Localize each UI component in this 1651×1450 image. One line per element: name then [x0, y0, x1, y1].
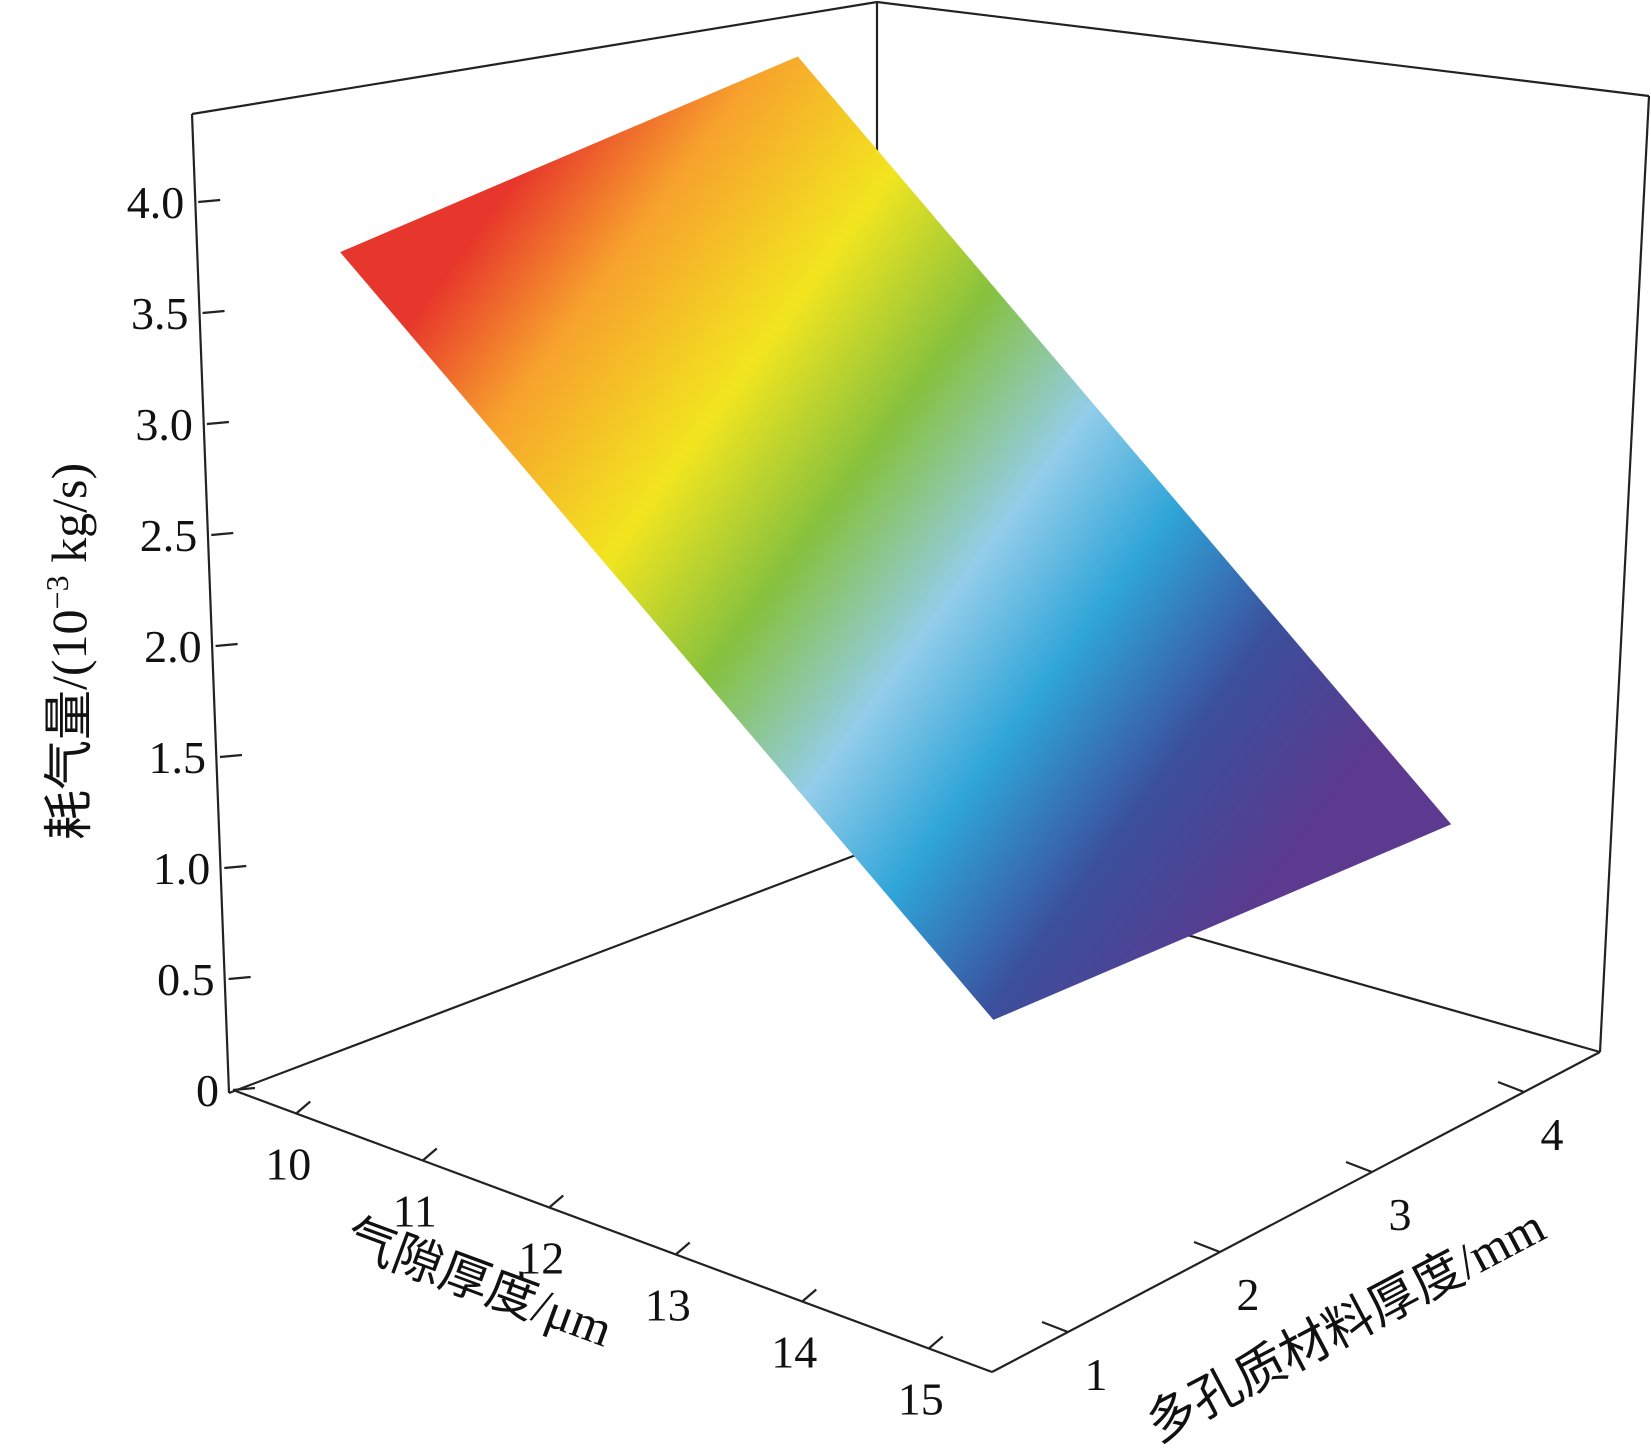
x-tick-label: 11: [393, 1186, 437, 1237]
z-tick-label: 2.5: [140, 510, 198, 561]
z-axis-ticks: 0 0.5 1.0 1.5 2.0 2.5 3.0 3.5 4.0: [127, 177, 256, 1116]
y-tick-mark: [1041, 1320, 1069, 1334]
y-tick-label: 4: [1541, 1109, 1564, 1160]
right-vertical: [1598, 95, 1651, 1053]
z-tick-mark: [211, 531, 234, 537]
x-tick-label: 13: [645, 1280, 691, 1331]
z-tick-mark: [206, 420, 229, 426]
z-tick-label: 3.0: [135, 399, 193, 450]
x-tick-mark: [675, 1241, 691, 1256]
x-tick-label: 15: [898, 1374, 944, 1425]
z-tick-label: 2.0: [144, 621, 202, 672]
x-tick-label: 10: [265, 1139, 311, 1190]
y-tick-label: 2: [1237, 1269, 1260, 1320]
x-tick-label: 12: [518, 1233, 564, 1284]
z-axis-title-unit: kg/s): [41, 463, 97, 576]
x-tick-mark: [548, 1194, 564, 1209]
back-top-right: [876, 0, 1650, 98]
y-axis-line: [991, 1051, 1601, 1373]
x-tick-mark: [928, 1335, 944, 1350]
z-tick-mark: [219, 753, 243, 759]
z-axis-title-superscript: −3: [39, 575, 75, 609]
z-axis-title: 耗气量/(10−3 kg/s): [39, 463, 97, 840]
z-tick-mark: [224, 864, 247, 870]
x-tick-mark: [295, 1100, 311, 1115]
surface-plane: [340, 56, 1452, 1020]
z-axis-title-main: 耗气量/(10: [41, 609, 97, 840]
z-tick-label: 3.5: [131, 288, 189, 339]
z-tick-label: 1.5: [148, 732, 206, 783]
x-axis-ticks: 10 11 12 13 14 15: [265, 1100, 944, 1425]
z-tick-label: 1.0: [153, 843, 211, 894]
x-tick-label: 14: [771, 1327, 817, 1378]
z-tick-label: 0: [196, 1065, 219, 1116]
z-tick-mark: [202, 309, 225, 315]
y-axis-title: 多孔质材料厚度/mm: [1137, 1197, 1554, 1450]
y-tick-label: 1: [1085, 1349, 1108, 1400]
y-tick-mark: [1497, 1080, 1525, 1094]
x-tick-mark: [422, 1147, 438, 1162]
y-tick-label: 3: [1389, 1189, 1412, 1240]
y-axis-ticks: 1 2 3 4: [1041, 1080, 1564, 1400]
x-axis-title: 气隙厚度/μm: [338, 1208, 620, 1358]
z-tick-mark: [232, 1086, 256, 1092]
y-tick-mark: [1193, 1240, 1221, 1254]
z-axis-front: [190, 113, 231, 1094]
z-tick-mark: [215, 642, 238, 648]
z-tick-label: 0.5: [157, 954, 215, 1005]
z-tick-label: 4.0: [127, 177, 185, 228]
back-top-left: [191, 0, 878, 116]
y-tick-mark: [1345, 1160, 1373, 1174]
floor-back-left: [228, 845, 878, 1095]
x-axis-line: [232, 1088, 993, 1374]
z-tick-mark: [198, 198, 221, 204]
x-tick-mark: [801, 1288, 817, 1303]
z-tick-mark: [228, 975, 251, 981]
